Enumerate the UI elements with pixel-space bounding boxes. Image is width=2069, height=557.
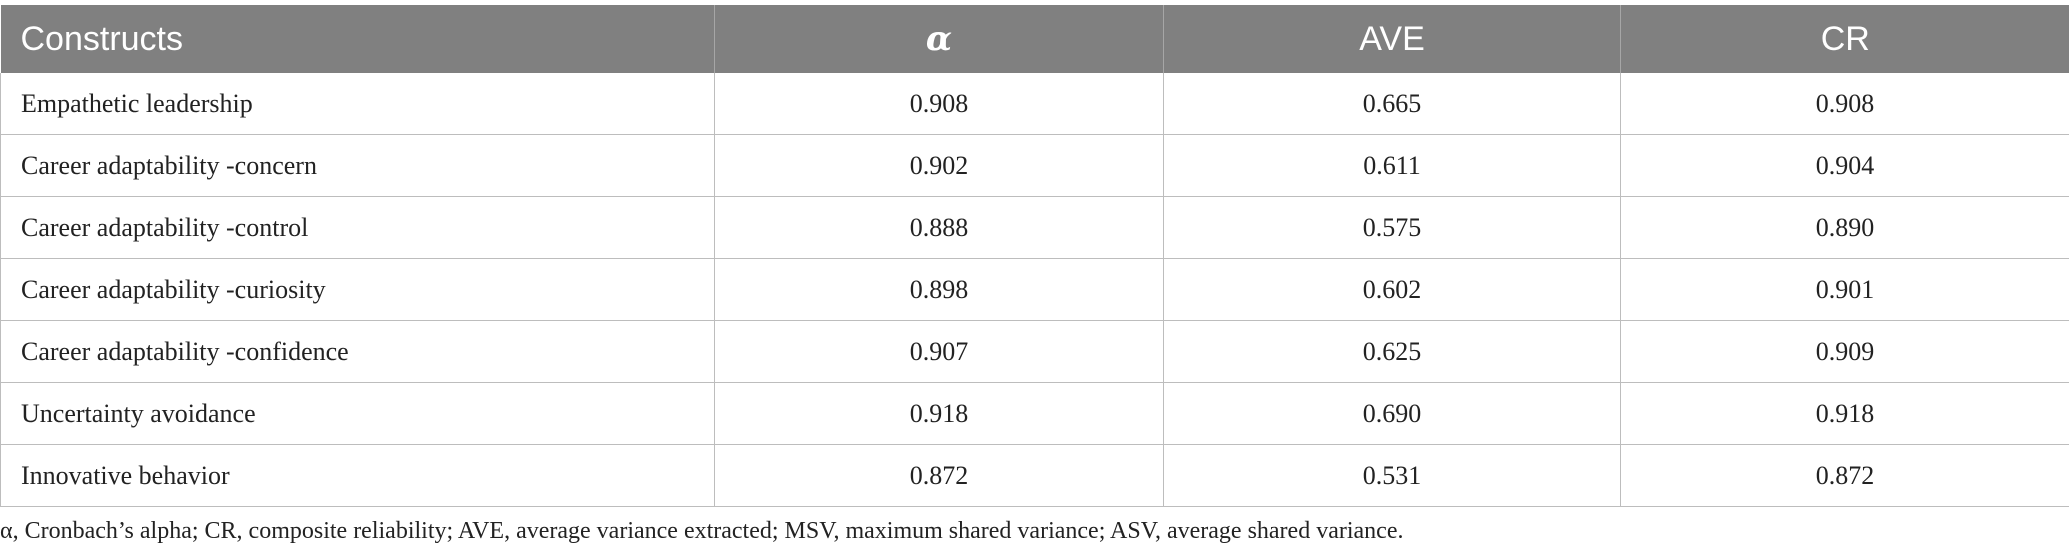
- ave-cell: 0.625: [1163, 320, 1621, 383]
- cr-cell: 0.901: [1620, 258, 2069, 321]
- alpha-cell: 0.907: [714, 320, 1164, 383]
- cr-cell: 0.904: [1620, 134, 2069, 197]
- ave-cell: 0.531: [1163, 444, 1621, 507]
- ave-cell: 0.690: [1163, 382, 1621, 445]
- header-constructs: Constructs: [0, 5, 715, 73]
- table-row: Career adaptability -control 0.888 0.575…: [0, 196, 2069, 259]
- header-ave: AVE: [1163, 5, 1621, 73]
- construct-cell: Career adaptability -curiosity: [0, 258, 715, 321]
- table-row: Career adaptability -confidence 0.907 0.…: [0, 320, 2069, 383]
- header-row: Constructs α AVE CR: [0, 5, 2069, 73]
- reliability-table: Constructs α AVE CR Empathetic leadershi…: [0, 5, 2069, 507]
- header-alpha: α: [714, 5, 1164, 73]
- alpha-cell: 0.872: [714, 444, 1164, 507]
- table-body: Empathetic leadership 0.908 0.665 0.908 …: [0, 73, 2069, 507]
- cr-cell: 0.872: [1620, 444, 2069, 507]
- alpha-cell: 0.888: [714, 196, 1164, 259]
- construct-cell: Empathetic leadership: [0, 73, 715, 135]
- cr-cell: 0.918: [1620, 382, 2069, 445]
- reliability-table-container: Constructs α AVE CR Empathetic leadershi…: [0, 5, 2069, 507]
- ave-cell: 0.611: [1163, 134, 1621, 197]
- alpha-cell: 0.908: [714, 73, 1164, 135]
- construct-cell: Uncertainty avoidance: [0, 382, 715, 445]
- table-row: Career adaptability -curiosity 0.898 0.6…: [0, 258, 2069, 321]
- construct-cell: Career adaptability -control: [0, 196, 715, 259]
- construct-cell: Innovative behavior: [0, 444, 715, 507]
- construct-cell: Career adaptability -concern: [0, 134, 715, 197]
- cr-cell: 0.908: [1620, 73, 2069, 135]
- table-row: Empathetic leadership 0.908 0.665 0.908: [0, 73, 2069, 135]
- cr-cell: 0.890: [1620, 196, 2069, 259]
- header-cr: CR: [1620, 5, 2069, 73]
- ave-cell: 0.575: [1163, 196, 1621, 259]
- construct-cell: Career adaptability -confidence: [0, 320, 715, 383]
- ave-cell: 0.665: [1163, 73, 1621, 135]
- alpha-cell: 0.918: [714, 382, 1164, 445]
- ave-cell: 0.602: [1163, 258, 1621, 321]
- cr-cell: 0.909: [1620, 320, 2069, 383]
- table-row: Innovative behavior 0.872 0.531 0.872: [0, 444, 2069, 507]
- alpha-cell: 0.898: [714, 258, 1164, 321]
- table-header: Constructs α AVE CR: [0, 5, 2069, 73]
- table-footnote: α, Cronbach’s alpha; CR, composite relia…: [0, 518, 1404, 544]
- table-row: Career adaptability -concern 0.902 0.611…: [0, 134, 2069, 197]
- table-row: Uncertainty avoidance 0.918 0.690 0.918: [0, 382, 2069, 445]
- alpha-cell: 0.902: [714, 134, 1164, 197]
